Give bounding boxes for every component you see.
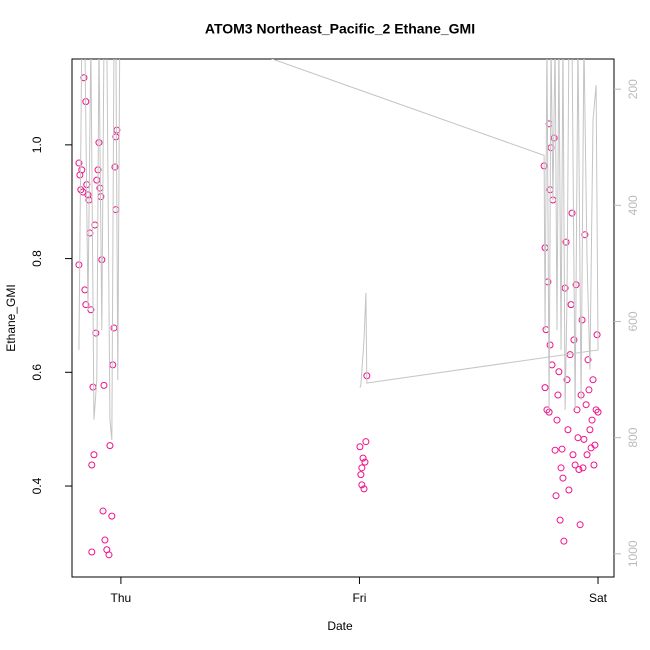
data-point	[557, 464, 565, 472]
y-tick-label: 0.8	[30, 250, 44, 267]
data-point	[565, 486, 573, 494]
data-point	[546, 341, 554, 349]
data-point	[98, 256, 106, 264]
data-point	[584, 356, 592, 364]
data-point	[88, 548, 96, 556]
y-axis-title: Ethane_GMI	[4, 284, 18, 351]
data-point	[542, 326, 550, 334]
data-point	[556, 516, 564, 524]
data-point	[101, 536, 109, 544]
data-point	[551, 446, 559, 454]
data-point	[81, 286, 89, 294]
data-point	[362, 438, 370, 446]
data-point	[543, 406, 551, 414]
data-point	[574, 434, 582, 442]
data-point	[106, 442, 114, 450]
data-point	[110, 324, 118, 332]
data-point	[570, 336, 578, 344]
data-point	[580, 435, 588, 443]
data-point	[84, 191, 92, 199]
data-point	[90, 451, 98, 459]
data-point	[95, 139, 103, 147]
data-point	[562, 238, 570, 246]
y2-tick-label: 800	[626, 427, 640, 447]
data-point	[564, 426, 572, 434]
x-tick-label: Sat	[589, 591, 608, 605]
data-point	[583, 451, 591, 459]
data-point	[105, 551, 113, 559]
y2-tick-label: 400	[626, 195, 640, 215]
data-point	[575, 466, 583, 474]
y-tick-label: 1.0	[30, 136, 44, 153]
data-point	[111, 163, 119, 171]
data-point	[357, 471, 365, 479]
data-point	[582, 401, 590, 409]
data-point	[359, 454, 367, 462]
y2-tick-label: 600	[626, 311, 640, 331]
data-point	[563, 376, 571, 384]
data-point	[593, 331, 601, 339]
chart-title: ATOM3 Northeast_Pacific_2 Ethane_GMI	[205, 21, 475, 37]
data-point	[579, 464, 587, 472]
data-point	[93, 176, 101, 184]
data-point	[567, 301, 575, 309]
data-point	[576, 521, 584, 529]
plot-frame	[71, 58, 615, 578]
data-point	[358, 464, 366, 472]
pressure-line	[78, 59, 599, 440]
x-tick-label: Thu	[111, 591, 132, 605]
data-point	[571, 461, 579, 469]
x-tick-label: Fri	[352, 591, 366, 605]
data-point	[592, 406, 600, 414]
data-point	[585, 386, 593, 394]
data-point	[569, 451, 577, 459]
data-point	[75, 261, 83, 269]
data-point	[99, 507, 107, 515]
data-point	[356, 443, 364, 451]
data-point	[360, 485, 368, 493]
data-point	[552, 492, 560, 500]
data-point	[590, 461, 598, 469]
data-point	[100, 381, 108, 389]
data-point	[586, 426, 594, 434]
data-point	[88, 461, 96, 469]
data-point	[573, 406, 581, 414]
data-point	[568, 209, 576, 217]
y2-tick-label: 1000	[626, 540, 640, 567]
y-tick-label: 0.6	[30, 364, 44, 381]
data-point	[358, 481, 366, 489]
data-point	[554, 391, 562, 399]
data-point	[75, 159, 83, 167]
data-point	[548, 361, 556, 369]
x-axis-title: Date	[327, 619, 353, 633]
data-point	[589, 376, 597, 384]
plot-area	[75, 59, 602, 559]
data-point	[558, 445, 566, 453]
y2-tick-label: 200	[626, 79, 640, 99]
data-point	[89, 383, 97, 391]
data-point	[80, 74, 88, 82]
data-point	[594, 408, 602, 416]
data-point	[561, 284, 569, 292]
data-point	[109, 361, 117, 369]
data-point	[82, 301, 90, 309]
data-point	[108, 512, 116, 520]
y-tick-label: 0.4	[30, 477, 44, 494]
data-point	[541, 384, 549, 392]
data-point	[78, 166, 86, 174]
data-point	[553, 416, 561, 424]
data-point	[555, 368, 563, 376]
data-point	[591, 441, 599, 449]
data-point	[112, 206, 120, 214]
data-point	[559, 474, 567, 482]
data-point	[361, 458, 369, 466]
data-point	[560, 537, 568, 545]
data-point	[588, 416, 596, 424]
